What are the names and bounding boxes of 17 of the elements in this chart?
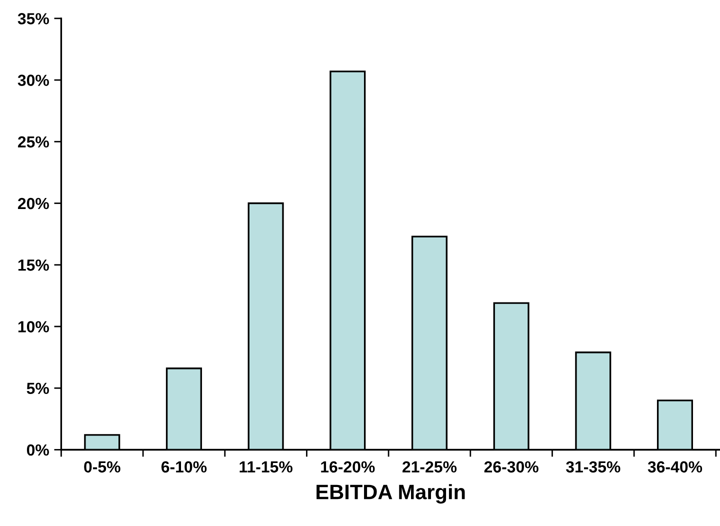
x-tick-label: 31-35%	[566, 461, 620, 473]
x-tick-label: 21-25%	[402, 461, 457, 473]
x-tick-label: 36-40%	[648, 461, 702, 473]
y-tick-label: 20%	[18, 198, 49, 210]
y-tick-label: 0%	[26, 444, 49, 456]
x-tick-label: 0-5%	[84, 461, 120, 473]
y-tick-label: 25%	[18, 136, 49, 148]
y-tick-label: 5%	[26, 382, 49, 394]
y-tick-label: 15%	[18, 260, 49, 271]
x-tick-label: 6-10%	[161, 461, 207, 473]
x-tick-label: 11-15%	[240, 461, 292, 473]
x-axis-title: EBITDA Margin	[316, 484, 465, 504]
x-tick-label: 16-20%	[321, 461, 375, 473]
x-tick-label: 26-30%	[484, 461, 538, 473]
y-tick-label: 35%	[18, 13, 49, 24]
y-tick-label: 10%	[18, 321, 49, 332]
y-tick-label: 30%	[18, 74, 49, 86]
